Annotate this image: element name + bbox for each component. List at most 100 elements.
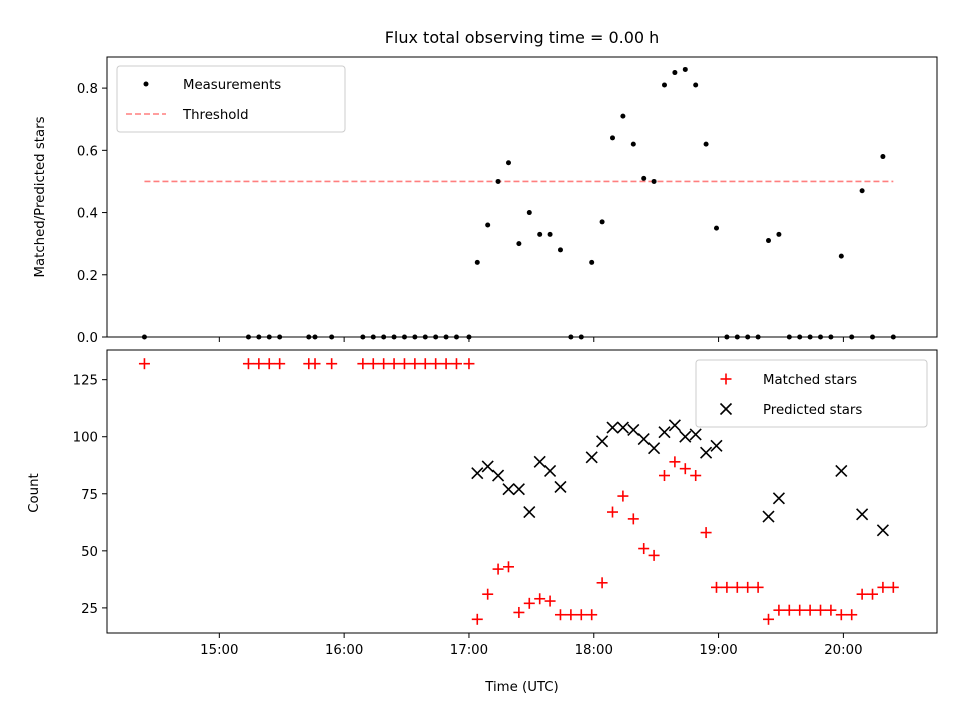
matched-star-marker [617, 490, 629, 502]
measurement-point [713, 225, 719, 231]
matched-star-marker [357, 358, 369, 370]
predicted-star-marker [471, 467, 484, 480]
predicted-star-marker [533, 455, 546, 468]
matched-star-marker [534, 593, 546, 605]
measurement-point [859, 188, 865, 194]
matched-star-marker [378, 358, 390, 370]
matched-star-marker [554, 609, 566, 621]
measurement-point [547, 231, 553, 237]
matched-star-marker [690, 470, 702, 482]
y-tick-label: 125 [73, 374, 98, 389]
x-tick-label: 19:00 [699, 643, 737, 658]
predicted-star-marker [502, 483, 515, 496]
matched-star-marker [763, 613, 775, 625]
matched-star-marker [471, 613, 483, 625]
measurement-point [516, 241, 522, 247]
measurement-point [609, 135, 615, 141]
matched-star-marker [242, 358, 254, 370]
measurement-point [526, 210, 532, 216]
bottom-panel-xlabel: Time (UTC) [484, 680, 559, 695]
legend-measurements-marker [143, 81, 149, 87]
matched-star-marker [804, 604, 816, 616]
predicted-star-marker [876, 524, 889, 537]
predicted-star-marker [544, 464, 557, 478]
y-tick-label: 0.8 [77, 82, 98, 97]
top-panel-y-axis: 0.0 0.2 0.4 0.6 0.8 [77, 82, 107, 346]
measurement-point [693, 82, 699, 88]
matched-star-marker [742, 581, 754, 593]
measurement-point [672, 70, 678, 76]
predicted-star-marker [668, 419, 681, 432]
matched-star-marker [440, 358, 452, 370]
bottom-panel-ylabel: Count [27, 473, 42, 513]
top-panel: Flux total observing time = 0.00 h Match… [33, 28, 938, 346]
matched-star-marker [575, 609, 587, 621]
matched-star-marker [856, 588, 868, 600]
bottom-legend-box [695, 359, 928, 428]
matched-star-marker [502, 561, 514, 573]
bottom-panel-plot-area [138, 358, 899, 625]
matched-star-marker [648, 549, 660, 561]
y-tick-label: 50 [81, 545, 98, 560]
predicted-star-marker [596, 435, 609, 448]
y-tick-label: 0.2 [77, 269, 98, 284]
predicted-star-marker [658, 426, 671, 439]
y-tick-label: 25 [81, 602, 98, 617]
measurement-point [661, 82, 667, 88]
matched-star-marker [638, 543, 650, 555]
measurement-point [682, 66, 688, 72]
measurement-point [495, 178, 501, 184]
matched-star-marker [669, 456, 681, 468]
legend-predicted-marker [719, 402, 733, 416]
predicted-star-marker [616, 421, 629, 434]
y-tick-label: 0.4 [77, 207, 98, 222]
predicted-star-marker [772, 492, 785, 505]
y-tick-label: 0.6 [77, 144, 98, 159]
matched-star-marker [409, 358, 421, 370]
matched-star-marker [783, 604, 795, 616]
measurement-point [537, 231, 543, 237]
matched-star-marker [565, 609, 577, 621]
predicted-star-marker [689, 428, 702, 441]
predicted-star-marker [606, 421, 619, 434]
matched-star-marker [731, 581, 743, 593]
matched-star-marker [544, 595, 556, 607]
y-tick-label: 0.0 [77, 331, 98, 346]
measurement-point [485, 222, 491, 228]
predicted-star-marker [627, 423, 640, 436]
measurement-point [703, 141, 709, 147]
matched-star-marker [513, 606, 525, 618]
matched-star-marker [398, 358, 410, 370]
measurement-point [589, 259, 595, 265]
measurement-point [641, 175, 647, 181]
top-panel-title: Flux total observing time = 0.00 h [385, 28, 660, 47]
predicted-star-marker [700, 446, 713, 459]
predicted-star-marker [856, 508, 869, 521]
matched-star-marker [794, 604, 806, 616]
matched-star-marker [773, 604, 785, 616]
predicted-star-marker [648, 442, 661, 455]
matched-star-marker [627, 513, 639, 525]
x-tick-label: 18:00 [575, 643, 613, 658]
legend-measurements-label: Measurements [183, 78, 281, 93]
measurement-point [651, 178, 657, 184]
predicted-star-marker [710, 439, 723, 452]
measurement-point [630, 141, 636, 147]
top-panel-frame [106, 56, 938, 338]
x-tick-label: 17:00 [450, 643, 488, 658]
y-tick-label: 75 [81, 488, 98, 503]
matched-star-marker [419, 358, 431, 370]
matched-star-marker [586, 609, 598, 621]
predicted-star-marker [523, 505, 536, 519]
measurement-point [776, 231, 782, 237]
predicted-star-marker [512, 483, 525, 496]
matched-star-marker [887, 581, 899, 593]
top-legend: Measurements Threshold [116, 65, 346, 133]
matched-star-marker [450, 358, 462, 370]
matched-star-marker [825, 604, 837, 616]
matched-star-marker [367, 358, 379, 370]
x-tick-label: 20:00 [824, 643, 862, 658]
matched-star-marker [482, 588, 494, 600]
predicted-star-marker [637, 432, 650, 446]
